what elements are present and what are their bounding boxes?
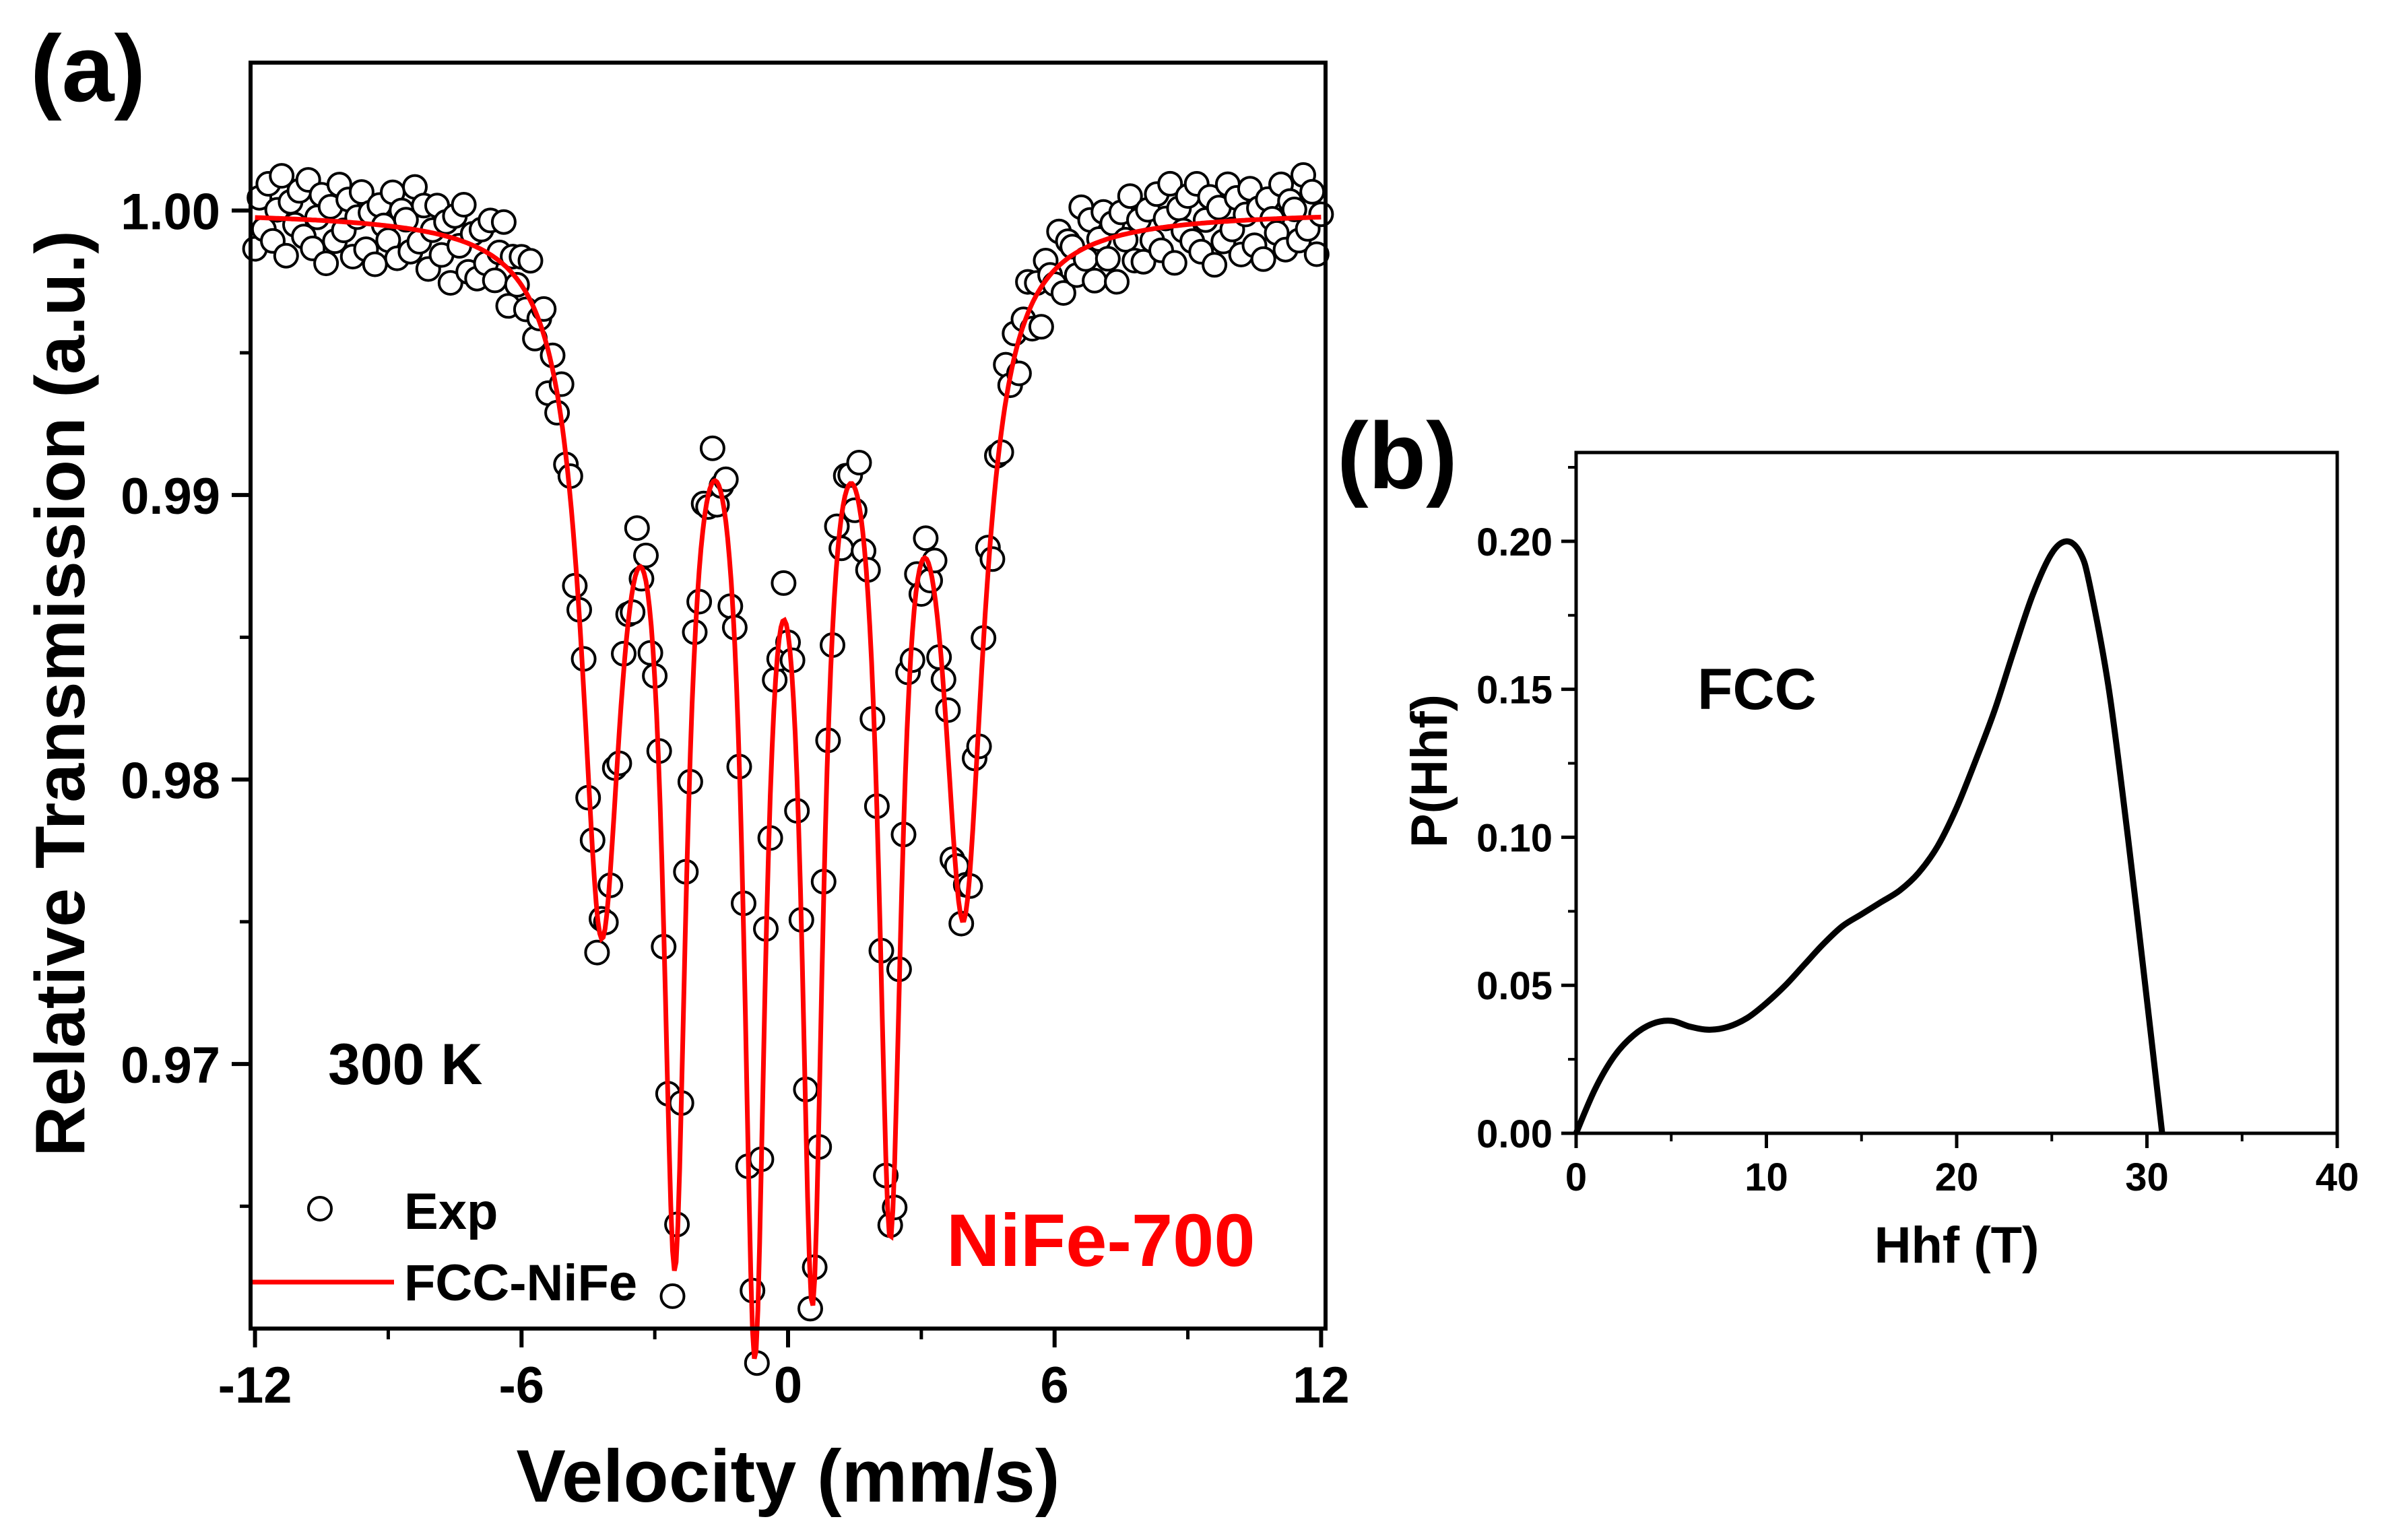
x-tick-label: -12 [218, 1357, 292, 1414]
panel-a-y-axis-ticks: 0.97 0.98 0.99 1.00 [121, 184, 251, 1208]
exp-point [846, 450, 872, 475]
panel-b-phf-curve [1573, 538, 2165, 1135]
exp-point [348, 179, 374, 205]
panel-a-legend: Exp FCC-NiFe [253, 1183, 637, 1312]
panel-a-x-axis-title: Velocity (mm/s) [517, 1435, 1060, 1518]
y-tick-label: 0.20 [1476, 521, 1553, 564]
y-tick-label: 0.97 [121, 1037, 220, 1094]
y-tick-label: 0.98 [121, 753, 220, 810]
exp-point [1050, 280, 1076, 306]
exp-point [1303, 241, 1330, 267]
exp-point [913, 525, 939, 551]
exp-point [1130, 248, 1156, 275]
panel-b-distribution: (b) 0 10 20 30 40 0.00 0.05 0.10 0.15 0.20 Hhf (… [1337, 403, 2359, 1274]
exp-point [1082, 267, 1108, 294]
exp-point [1161, 250, 1187, 276]
y-tick-label: 0.15 [1476, 669, 1553, 712]
exp-point [482, 267, 508, 294]
exp-point [313, 250, 339, 277]
exp-point [1202, 252, 1228, 278]
panel-a-label: (a) [30, 15, 145, 121]
sample-name-annotation: NiFe-700 [946, 1199, 1255, 1282]
phase-annotation: FCC [1697, 657, 1817, 722]
exp-point [1308, 201, 1334, 228]
legend-fit-label: FCC-NiFe [404, 1254, 637, 1312]
x-tick-label: 0 [1565, 1156, 1587, 1199]
exp-point [659, 1283, 686, 1309]
panel-a-spectrum: (a) -12 -6 0 6 12 0.97 0.98 0.99 1.00 Velocity … [22, 15, 1350, 1518]
exp-point [699, 435, 725, 461]
panel-b-label: (b) [1337, 403, 1458, 508]
temperature-annotation: 300 K [328, 1032, 483, 1097]
x-tick-label: 30 [2125, 1156, 2169, 1199]
x-tick-label: 10 [1744, 1156, 1788, 1199]
exp-point [624, 515, 650, 541]
y-tick-label: 0.00 [1476, 1112, 1553, 1156]
x-tick-label: 20 [1935, 1156, 1979, 1199]
exp-point [451, 192, 477, 217]
y-tick-label: 0.05 [1476, 964, 1553, 1008]
x-tick-label: -6 [499, 1357, 545, 1414]
panel-b-x-axis-ticks: 0 10 20 30 40 [1565, 1133, 2359, 1199]
panel-a-y-axis-title: Relative Transmission (a.u.) [22, 230, 100, 1157]
exp-point [1281, 197, 1307, 222]
panel-a-x-axis-ticks: -12 -6 0 6 12 [218, 1329, 1350, 1414]
exp-point [1028, 314, 1054, 340]
exp-point [1299, 178, 1326, 205]
x-tick-label: 0 [774, 1357, 802, 1414]
exp-point [633, 542, 659, 568]
exp-point [362, 251, 388, 277]
exp-point [269, 163, 295, 189]
x-tick-label: 12 [1293, 1357, 1350, 1414]
exp-point [490, 209, 517, 235]
x-tick-label: 40 [2316, 1156, 2359, 1199]
legend-exp-marker [307, 1196, 333, 1221]
y-tick-label: 1.00 [121, 184, 220, 241]
legend-exp-label: Exp [404, 1183, 498, 1240]
exp-point [828, 535, 855, 562]
panel-b-x-axis-title: Hhf (T) [1874, 1217, 2040, 1274]
exp-point [1250, 246, 1276, 272]
exp-point [771, 570, 797, 596]
y-tick-label: 0.10 [1476, 816, 1553, 860]
exp-point [273, 242, 299, 269]
exp-point [584, 939, 610, 966]
panel-b-y-axis-ticks: 0.00 0.05 0.10 0.15 0.20 [1476, 465, 1576, 1156]
y-tick-label: 0.99 [121, 468, 220, 525]
exp-point [1104, 269, 1130, 295]
panel-a-fit-curve [255, 214, 1322, 1360]
exp-point [1117, 183, 1143, 209]
x-tick-label: 6 [1041, 1357, 1069, 1414]
exp-point [1157, 170, 1183, 197]
exp-point [1095, 246, 1121, 272]
exp-point [979, 546, 1006, 572]
exp-point [517, 248, 544, 274]
panel-b-y-axis-title: P(Hhf) [1401, 694, 1458, 848]
